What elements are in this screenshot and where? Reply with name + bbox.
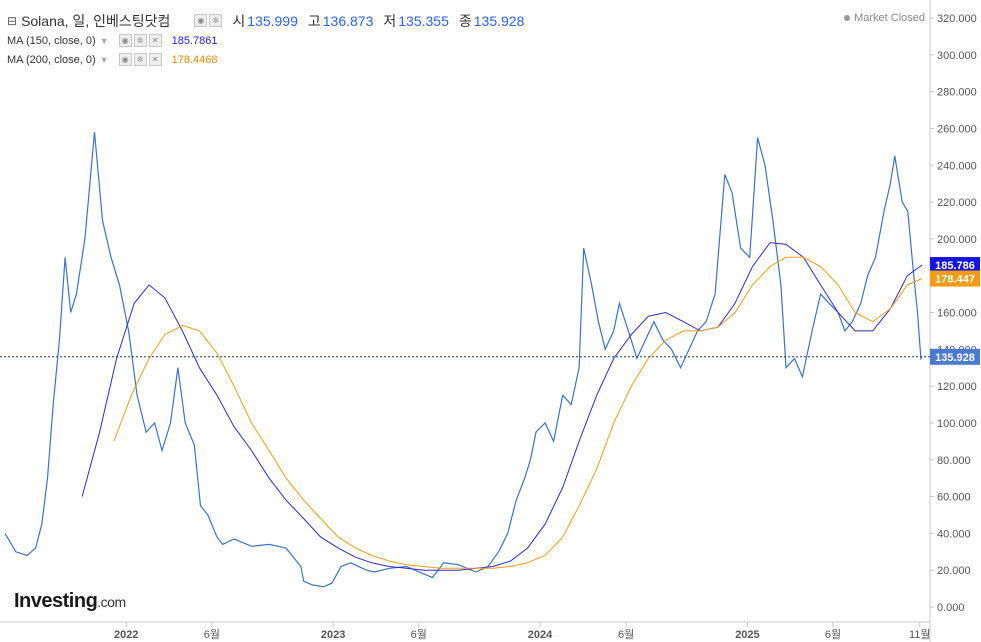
last-value-tag	[930, 348, 980, 365]
x-tick-label: 11월	[909, 628, 931, 641]
y-tick-label: 220.000	[937, 197, 977, 209]
y-tick-label: 160.000	[937, 308, 977, 320]
open-value: 135.999	[247, 12, 298, 29]
last-value-label: 135.928	[935, 352, 975, 364]
settings-icon[interactable]: ✲	[133, 34, 147, 47]
x-tick-label: 2024	[528, 629, 553, 641]
high-label: 고	[307, 12, 321, 29]
price-line	[4, 132, 923, 588]
ma200-line	[113, 256, 923, 569]
ma200-label: MA (200, close, 0)	[7, 53, 96, 66]
symbol-name: Solana, 일, 인베스팅닷컴	[21, 12, 171, 29]
y-tick-label: 0.000	[937, 602, 965, 614]
close-label: 종	[458, 12, 472, 29]
low-label: 저	[383, 12, 397, 29]
visibility-icon[interactable]: ◉	[194, 14, 208, 27]
chart-legend: ⊟ Solana, 일, 인베스팅닷컴 ◉ ✲ 시 135.999 고 136.…	[7, 10, 524, 69]
chevron-down-icon[interactable]: ▼	[99, 54, 109, 65]
ma150-value: 185.7861	[171, 34, 218, 47]
ma200-value: 178.4468	[171, 53, 218, 66]
market-status: Market Closed	[844, 12, 925, 24]
x-tick-label: 2025	[735, 629, 759, 641]
ma200-row: MA (200, close, 0) ▼ ◉ ✲ ✕ 178.4468	[7, 50, 524, 69]
x-tick-label: 2023	[321, 629, 345, 641]
close-icon[interactable]: ✕	[148, 34, 162, 47]
settings-icon[interactable]: ✲	[209, 14, 223, 27]
ma150-line	[81, 242, 923, 571]
y-tick-label: 260.000	[937, 123, 977, 135]
legend-title-row: ⊟ Solana, 일, 인베스팅닷컴 ◉ ✲ 시 135.999 고 136.…	[7, 10, 524, 31]
y-tick-label: 80.000	[937, 455, 971, 467]
x-tick-label: 6월	[825, 628, 841, 641]
y-tick-label: 20.000	[937, 565, 971, 577]
y-tick-label: 120.000	[937, 381, 977, 393]
visibility-icon[interactable]: ◉	[118, 53, 132, 66]
x-tick-label: 2022	[114, 629, 138, 641]
market-status-text: Market Closed	[854, 12, 925, 24]
high-value: 136.873	[322, 12, 374, 29]
y-tick-label: 320.000	[937, 13, 977, 25]
y-tick-label: 280.000	[937, 87, 977, 99]
y-tick-label: 200.000	[937, 234, 977, 246]
chevron-down-icon[interactable]: ▼	[99, 35, 109, 46]
open-label: 시	[232, 12, 246, 29]
y-tick-label: 240.000	[937, 160, 977, 172]
visibility-icon[interactable]: ◉	[118, 34, 132, 47]
ma150-row: MA (150, close, 0) ▼ ◉ ✲ ✕ 185.7861	[7, 31, 524, 50]
x-tick-label: 6월	[618, 628, 634, 641]
y-tick-label: 300.000	[937, 50, 977, 62]
status-dot-icon	[844, 15, 851, 22]
last-value-label: 185.786	[935, 260, 975, 272]
ma150-label: MA (150, close, 0)	[7, 34, 96, 47]
last-value-tag	[930, 270, 980, 287]
last-value-label: 178.447	[935, 274, 975, 286]
close-icon[interactable]: ✕	[148, 53, 162, 66]
collapse-icon[interactable]: ⊟	[7, 13, 18, 28]
last-value-tag	[930, 257, 980, 274]
x-tick-label: 6월	[411, 628, 427, 641]
y-tick-label: 100.000	[937, 418, 977, 430]
close-value: 135.928	[473, 12, 525, 29]
settings-icon[interactable]: ✲	[133, 53, 147, 66]
investing-logo: Investing.com	[14, 590, 126, 612]
y-tick-label: 40.000	[937, 528, 971, 540]
x-tick-label: 6월	[204, 628, 220, 641]
y-tick-label: 60.000	[937, 492, 971, 504]
low-value: 135.355	[398, 12, 449, 29]
